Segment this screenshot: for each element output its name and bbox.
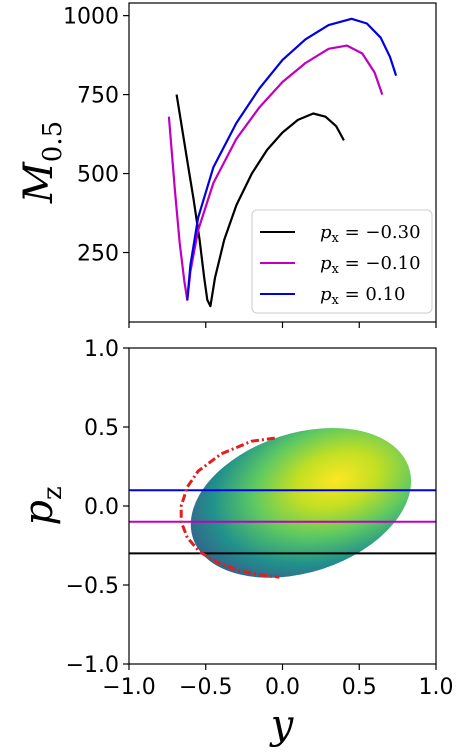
y-tick-label: 250 bbox=[77, 242, 119, 267]
series-line-3 bbox=[186, 17, 398, 300]
bottom-xlabel: y bbox=[269, 702, 295, 748]
top-y-ticks: 250 500 750 1000 bbox=[63, 5, 129, 267]
y-tick-label: 750 bbox=[77, 84, 119, 109]
top-ylabel: M0.5 bbox=[16, 121, 68, 204]
bottom-panel: −1.0 −0.5 0.0 0.5 1.0 −1.0 −0.5 0.0 0.5 1.0 pz y bbox=[16, 337, 454, 748]
top-ylabel-sub: 0.5 bbox=[38, 121, 68, 162]
bottom-ylabel-sub: z bbox=[38, 486, 68, 500]
bottom-y-ticks: −1.0 −0.5 0.0 0.5 1.0 bbox=[66, 337, 129, 678]
series-line-1 bbox=[175, 94, 345, 308]
top-panel: 250 500 750 1000 M0.5 px = −0.30 px = −0.10… bbox=[16, 2, 437, 328]
x-tick-label: 1.0 bbox=[419, 675, 454, 700]
bottom-x-ticks: −1.0 −0.5 0.0 0.5 1.0 bbox=[102, 664, 454, 700]
y-tick-label: 1000 bbox=[63, 5, 119, 30]
x-tick-label: −1.0 bbox=[102, 675, 155, 700]
bottom-ylabel: pz bbox=[16, 486, 68, 525]
bottom-ylabel-main: p bbox=[16, 500, 62, 526]
top-ylabel-main: M bbox=[16, 161, 62, 204]
y-tick-label: 1.0 bbox=[84, 337, 119, 362]
top-x-ticks bbox=[128, 322, 437, 328]
y-tick-label: 0.0 bbox=[84, 495, 119, 520]
x-tick-label: 0.5 bbox=[342, 675, 377, 700]
heatmap-region bbox=[190, 427, 412, 578]
y-tick-label: 0.5 bbox=[84, 416, 119, 441]
legend-entry: px = 0.10 bbox=[260, 284, 405, 308]
legend-box bbox=[251, 209, 433, 314]
legend-label-2: px = −0.10 bbox=[320, 253, 421, 277]
boundary-curve bbox=[179, 436, 280, 579]
x-tick-label: −0.5 bbox=[179, 675, 232, 700]
y-tick-label: 500 bbox=[77, 163, 119, 188]
legend: px = −0.30 px = −0.10 px = 0.10 bbox=[251, 209, 433, 314]
x-tick-label: 0.0 bbox=[265, 675, 300, 700]
y-tick-label: −0.5 bbox=[66, 574, 119, 599]
top-series-lines bbox=[167, 17, 398, 308]
legend-entry: px = −0.30 bbox=[260, 222, 421, 246]
legend-label-3: px = 0.10 bbox=[320, 284, 405, 308]
legend-entry: px = −0.10 bbox=[260, 253, 421, 277]
legend-label-1: px = −0.30 bbox=[320, 222, 421, 246]
series-line-2 bbox=[167, 44, 384, 301]
y-tick-label: −1.0 bbox=[66, 653, 119, 678]
